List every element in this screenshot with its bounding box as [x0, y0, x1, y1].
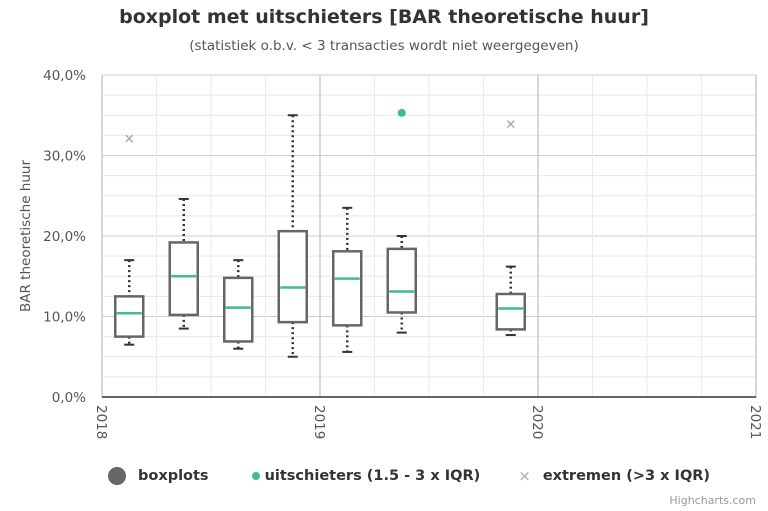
chart-title: boxplot met uitschieters [BAR theoretisc…	[119, 6, 649, 28]
box-iqr	[223, 276, 254, 343]
legend-item-outliers[interactable]: uitschieters (1.5 - 3 x IQR)	[247, 468, 481, 484]
boxplot	[495, 265, 526, 337]
y-tick-label: 40,0%	[43, 68, 86, 84]
legend: boxplots uitschieters (1.5 - 3 x IQR) × …	[108, 464, 748, 488]
legend-label-outliers: uitschieters (1.5 - 3 x IQR)	[264, 468, 481, 484]
x-tick-label: 2018	[93, 405, 109, 439]
boxplot	[277, 114, 308, 358]
outlier-point	[397, 108, 406, 117]
grid-layer	[101, 74, 757, 397]
box-iqr	[114, 295, 145, 338]
legend-label-boxplots: boxplots	[138, 468, 209, 484]
box-iqr	[332, 250, 363, 327]
legend-label-extremes: extremen (>3 x IQR)	[542, 468, 711, 484]
y-tick-label: 30,0%	[43, 149, 86, 165]
x-tick-label: 2019	[311, 405, 327, 439]
boxplot	[114, 259, 145, 346]
y-axis-title: BAR theoretische huur	[18, 160, 34, 312]
axis-layer: 0,0% 10,0% 20,0% 30,0% 40,0% 2018 2019 2020 2021…	[18, 68, 763, 439]
x-tick-label: 2020	[529, 405, 545, 439]
outlier-legend-symbol	[251, 472, 260, 480]
y-tick-label: 0,0%	[52, 390, 86, 406]
x-tick-label: 2021	[747, 405, 763, 439]
credits-link[interactable]: Highcharts.com	[669, 494, 756, 507]
y-tick-label: 20,0%	[43, 229, 86, 245]
chart-subtitle: (statistiek o.b.v. < 3 transacties wordt…	[189, 38, 579, 54]
box-iqr	[277, 229, 308, 324]
boxplots-legend-symbol	[108, 467, 126, 485]
boxplot	[168, 197, 199, 330]
legend-item-extremes[interactable]: × extremen (>3 x IQR)	[518, 468, 710, 484]
extreme-point	[125, 134, 134, 143]
series-layer	[114, 108, 526, 358]
extreme-legend-symbol: ×	[518, 466, 531, 485]
extreme-stroke	[506, 120, 515, 129]
boxplot	[223, 259, 254, 350]
extreme-point	[506, 120, 515, 129]
boxplot	[386, 235, 417, 334]
y-tick-label: 10,0%	[43, 310, 86, 326]
box-iqr	[386, 247, 417, 314]
box-iqr	[495, 292, 526, 331]
legend-item-boxplots[interactable]: boxplots	[108, 467, 209, 485]
extreme-stroke	[125, 134, 134, 143]
box-iqr	[168, 241, 199, 317]
boxplot	[332, 206, 363, 353]
